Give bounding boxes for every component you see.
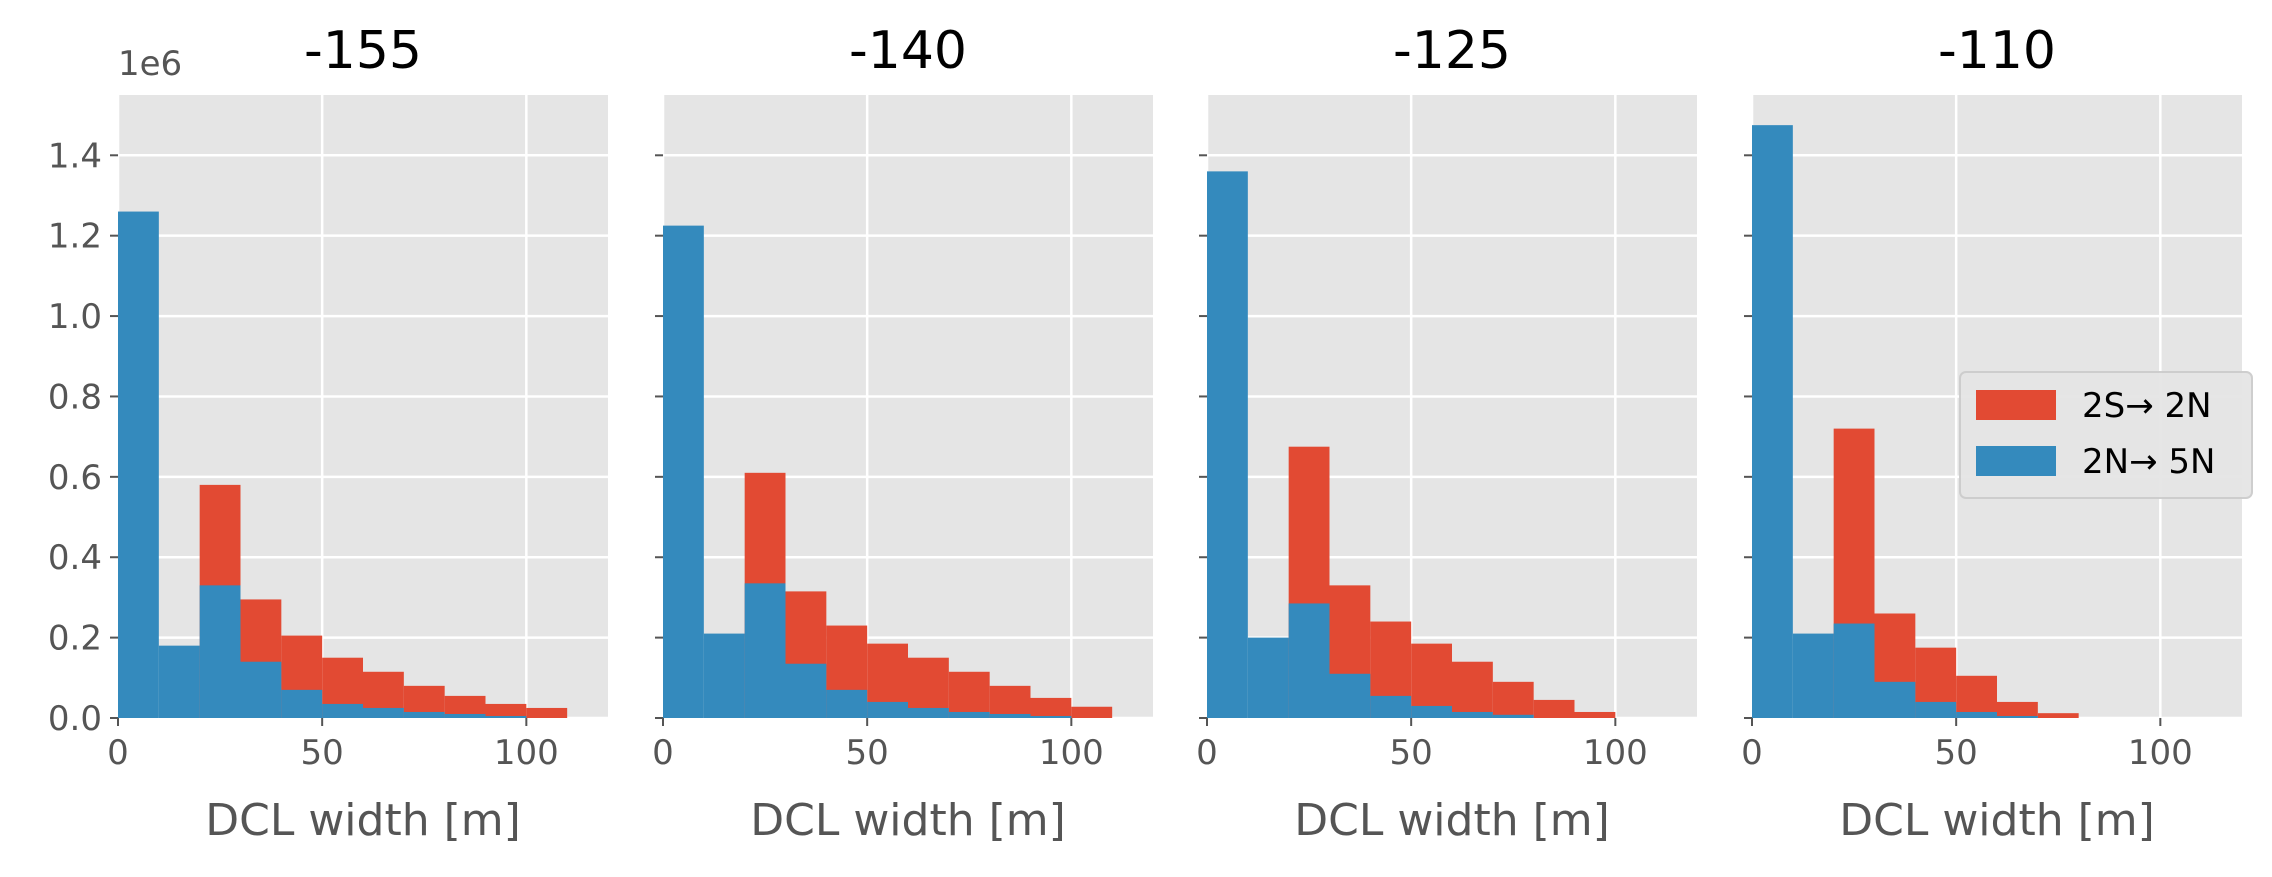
bar-2s-2n bbox=[948, 671, 990, 718]
bar-2n-5n bbox=[199, 585, 241, 718]
x-tick-label: 100 bbox=[2128, 733, 2193, 773]
bar-2n-5n bbox=[744, 583, 786, 718]
bar-2n-5n bbox=[158, 645, 200, 718]
x-tick-label: 100 bbox=[1039, 733, 1104, 773]
y-tick-label: 1.2 bbox=[48, 217, 102, 257]
y-tick-label: 0.8 bbox=[48, 377, 102, 417]
bar-2n-5n bbox=[1452, 711, 1493, 718]
axes-background bbox=[1207, 95, 1697, 718]
x-axis-label: DCL width [m] bbox=[750, 795, 1066, 846]
x-tick-label: 50 bbox=[301, 733, 344, 773]
bar-2n-5n bbox=[1492, 714, 1534, 718]
bar-2n-5n bbox=[1915, 701, 1957, 718]
x-tick-label: 0 bbox=[107, 733, 129, 773]
bar-2n-5n bbox=[867, 701, 908, 718]
bar-2s-2n bbox=[1411, 643, 1452, 718]
x-tick-label: 0 bbox=[1196, 733, 1218, 773]
x-tick-label: 100 bbox=[494, 733, 559, 773]
y-tick-label: 0.2 bbox=[48, 619, 102, 659]
subplot-2: 0 50 100 -140 DCL width [m] bbox=[652, 21, 1153, 846]
bar-2s-2n bbox=[1030, 697, 1072, 718]
bar-2n-5n bbox=[1411, 705, 1452, 718]
x-axis-label: DCL width [m] bbox=[205, 795, 521, 846]
subplot-title: -110 bbox=[1938, 21, 2056, 81]
x-tick-label: 0 bbox=[652, 733, 674, 773]
bar-2n-5n bbox=[1030, 715, 1072, 718]
x-tick-label: 50 bbox=[1935, 733, 1978, 773]
legend-swatch bbox=[1976, 446, 2056, 476]
subplot-title: -155 bbox=[304, 21, 422, 81]
x-tick-label: 0 bbox=[1741, 733, 1763, 773]
bar-2n-5n bbox=[663, 225, 704, 718]
bar-2s-2n bbox=[1956, 675, 1997, 718]
bar-2n-5n bbox=[444, 713, 486, 718]
bar-2n-5n bbox=[485, 715, 527, 718]
bar-2n-5n bbox=[948, 711, 990, 718]
subplot-3: 0 50 100 -125 DCL width [m] bbox=[1196, 21, 1697, 846]
x-tick-label: 100 bbox=[1583, 733, 1648, 773]
x-axis-label: DCL width [m] bbox=[1839, 795, 2155, 846]
legend-label: 2N→ 5N bbox=[2082, 442, 2215, 482]
bar-2s-2n bbox=[526, 707, 568, 718]
bar-2n-5n bbox=[1288, 603, 1330, 718]
bar-2s-2n bbox=[1071, 706, 1113, 718]
bar-2n-5n bbox=[1207, 171, 1248, 718]
bar-2n-5n bbox=[826, 689, 868, 718]
bar-2s-2n bbox=[989, 685, 1031, 718]
bar-2s-2n bbox=[1452, 661, 1493, 718]
bar-2n-5n bbox=[1997, 715, 2038, 718]
bar-2n-5n bbox=[118, 211, 159, 719]
legend-swatch bbox=[1976, 390, 2056, 420]
x-tick-label: 50 bbox=[846, 733, 889, 773]
bar-2n-5n bbox=[1792, 633, 1834, 718]
bar-2s-2n bbox=[1574, 711, 1616, 718]
legend-label: 2S→ 2N bbox=[2082, 386, 2212, 426]
axes-background bbox=[118, 95, 608, 718]
bar-2n-5n bbox=[403, 711, 445, 718]
bar-2s-2n bbox=[1997, 701, 2038, 718]
legend: 2S→ 2N 2N→ 5N bbox=[1959, 371, 2253, 499]
bar-2s-2n bbox=[1533, 699, 1575, 718]
bar-2n-5n bbox=[1833, 623, 1875, 718]
bar-2n-5n bbox=[1752, 125, 1793, 719]
axes-background bbox=[663, 95, 1153, 718]
y-tick-label: 0.6 bbox=[48, 458, 102, 498]
bar-2n-5n bbox=[281, 689, 323, 718]
bar-2n-5n bbox=[1247, 637, 1289, 718]
bar-2s-2n bbox=[2037, 713, 2079, 718]
bar-2n-5n bbox=[240, 661, 282, 718]
x-axis-label: DCL width [m] bbox=[1294, 795, 1610, 846]
bar-2n-5n bbox=[908, 707, 949, 718]
bar-2n-5n bbox=[989, 713, 1031, 718]
subplot-1: 0 50 100 0.0 0.2 0.4 0.6 0.8 1.0 1.2 1.4 1e6 -155 DCL… bbox=[48, 21, 608, 846]
bar-2s-2n bbox=[485, 703, 527, 718]
y-tick-label: 0.0 bbox=[48, 699, 102, 739]
bar-2n-5n bbox=[363, 707, 404, 718]
y-offset-label: 1e6 bbox=[118, 44, 182, 84]
subplot-title: -140 bbox=[849, 21, 967, 81]
x-tick-label: 50 bbox=[1390, 733, 1433, 773]
bar-2n-5n bbox=[1956, 711, 1997, 718]
bar-2s-2n bbox=[444, 695, 486, 718]
bar-2n-5n bbox=[1329, 673, 1371, 718]
y-tick-label: 0.4 bbox=[48, 538, 102, 578]
y-tick-label: 1.4 bbox=[48, 136, 102, 176]
bar-2n-5n bbox=[1370, 695, 1412, 718]
bar-2n-5n bbox=[1874, 681, 1916, 718]
bar-2n-5n bbox=[785, 663, 827, 718]
bar-2s-2n bbox=[1492, 681, 1534, 718]
y-tick-label: 1.0 bbox=[48, 297, 102, 337]
bar-2n-5n bbox=[703, 633, 745, 718]
bar-2n-5n bbox=[322, 703, 363, 718]
subplot-title: -125 bbox=[1393, 21, 1511, 81]
